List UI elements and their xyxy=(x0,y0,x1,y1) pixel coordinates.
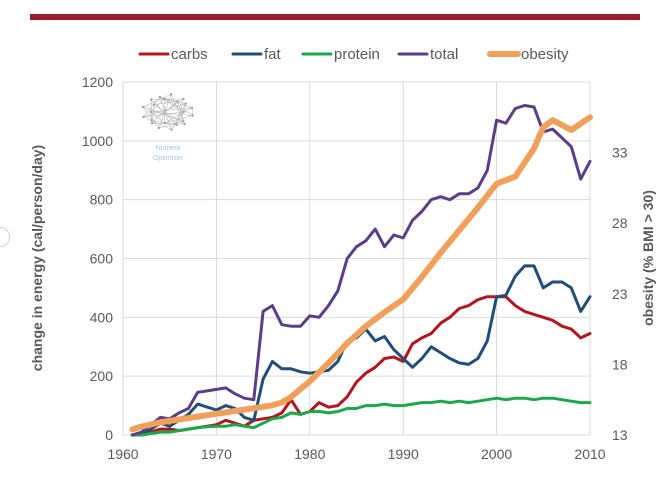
x-tick-label: 1990 xyxy=(388,446,419,462)
y2-axis-title: obesity (% BMI > 30) xyxy=(640,190,656,326)
y2-tick-label: 33 xyxy=(612,145,628,161)
legend-label-total: total xyxy=(430,46,458,63)
legend-label-obesity: obesity xyxy=(521,46,569,63)
gridlines xyxy=(122,81,591,436)
brain-network-icon xyxy=(141,93,194,131)
series-lines xyxy=(129,104,593,437)
x-tick-label: 1980 xyxy=(294,446,325,462)
y-tick-label: 400 xyxy=(90,309,114,325)
y-tick-label: 600 xyxy=(90,251,114,267)
x-tick-label: 1960 xyxy=(107,446,138,462)
y-tick-label: 0 xyxy=(105,427,113,443)
y2-tick-label: 28 xyxy=(612,215,628,231)
logo-line2: Optimiser xyxy=(153,155,184,162)
x-tick-label: 2010 xyxy=(574,446,605,462)
y-tick-label: 1000 xyxy=(82,133,113,149)
logo: Nutrient Optimiser xyxy=(141,93,194,162)
y2-tick-label: 23 xyxy=(612,286,628,302)
y-tick-label: 800 xyxy=(90,192,114,208)
legend-label-carbs: carbs xyxy=(171,46,208,63)
legend-label-protein: protein xyxy=(334,46,380,63)
y-tick-label: 1200 xyxy=(82,74,113,90)
y2-tick-label: 13 xyxy=(612,427,628,443)
series-line-fat xyxy=(130,264,592,437)
series-line-protein xyxy=(130,396,592,437)
legend: carbs fat protein total obesity xyxy=(138,46,569,63)
series-line-total xyxy=(130,104,592,437)
axis-ticks: 1960 1970 1980 1990 2000 2010 0 200 400 600 800 100… xyxy=(82,74,628,462)
logo-line1: Nutrient xyxy=(156,145,181,152)
legend-label-fat: fat xyxy=(264,46,282,63)
top-accent-bar xyxy=(30,14,640,20)
x-tick-label: 1970 xyxy=(201,446,232,462)
y2-tick-label: 18 xyxy=(612,356,628,372)
y-tick-label: 200 xyxy=(90,368,114,384)
y-axis-title: change in energy (cal/person/day) xyxy=(29,145,45,371)
x-tick-label: 2000 xyxy=(481,446,512,462)
series-line-obesity xyxy=(129,114,593,433)
